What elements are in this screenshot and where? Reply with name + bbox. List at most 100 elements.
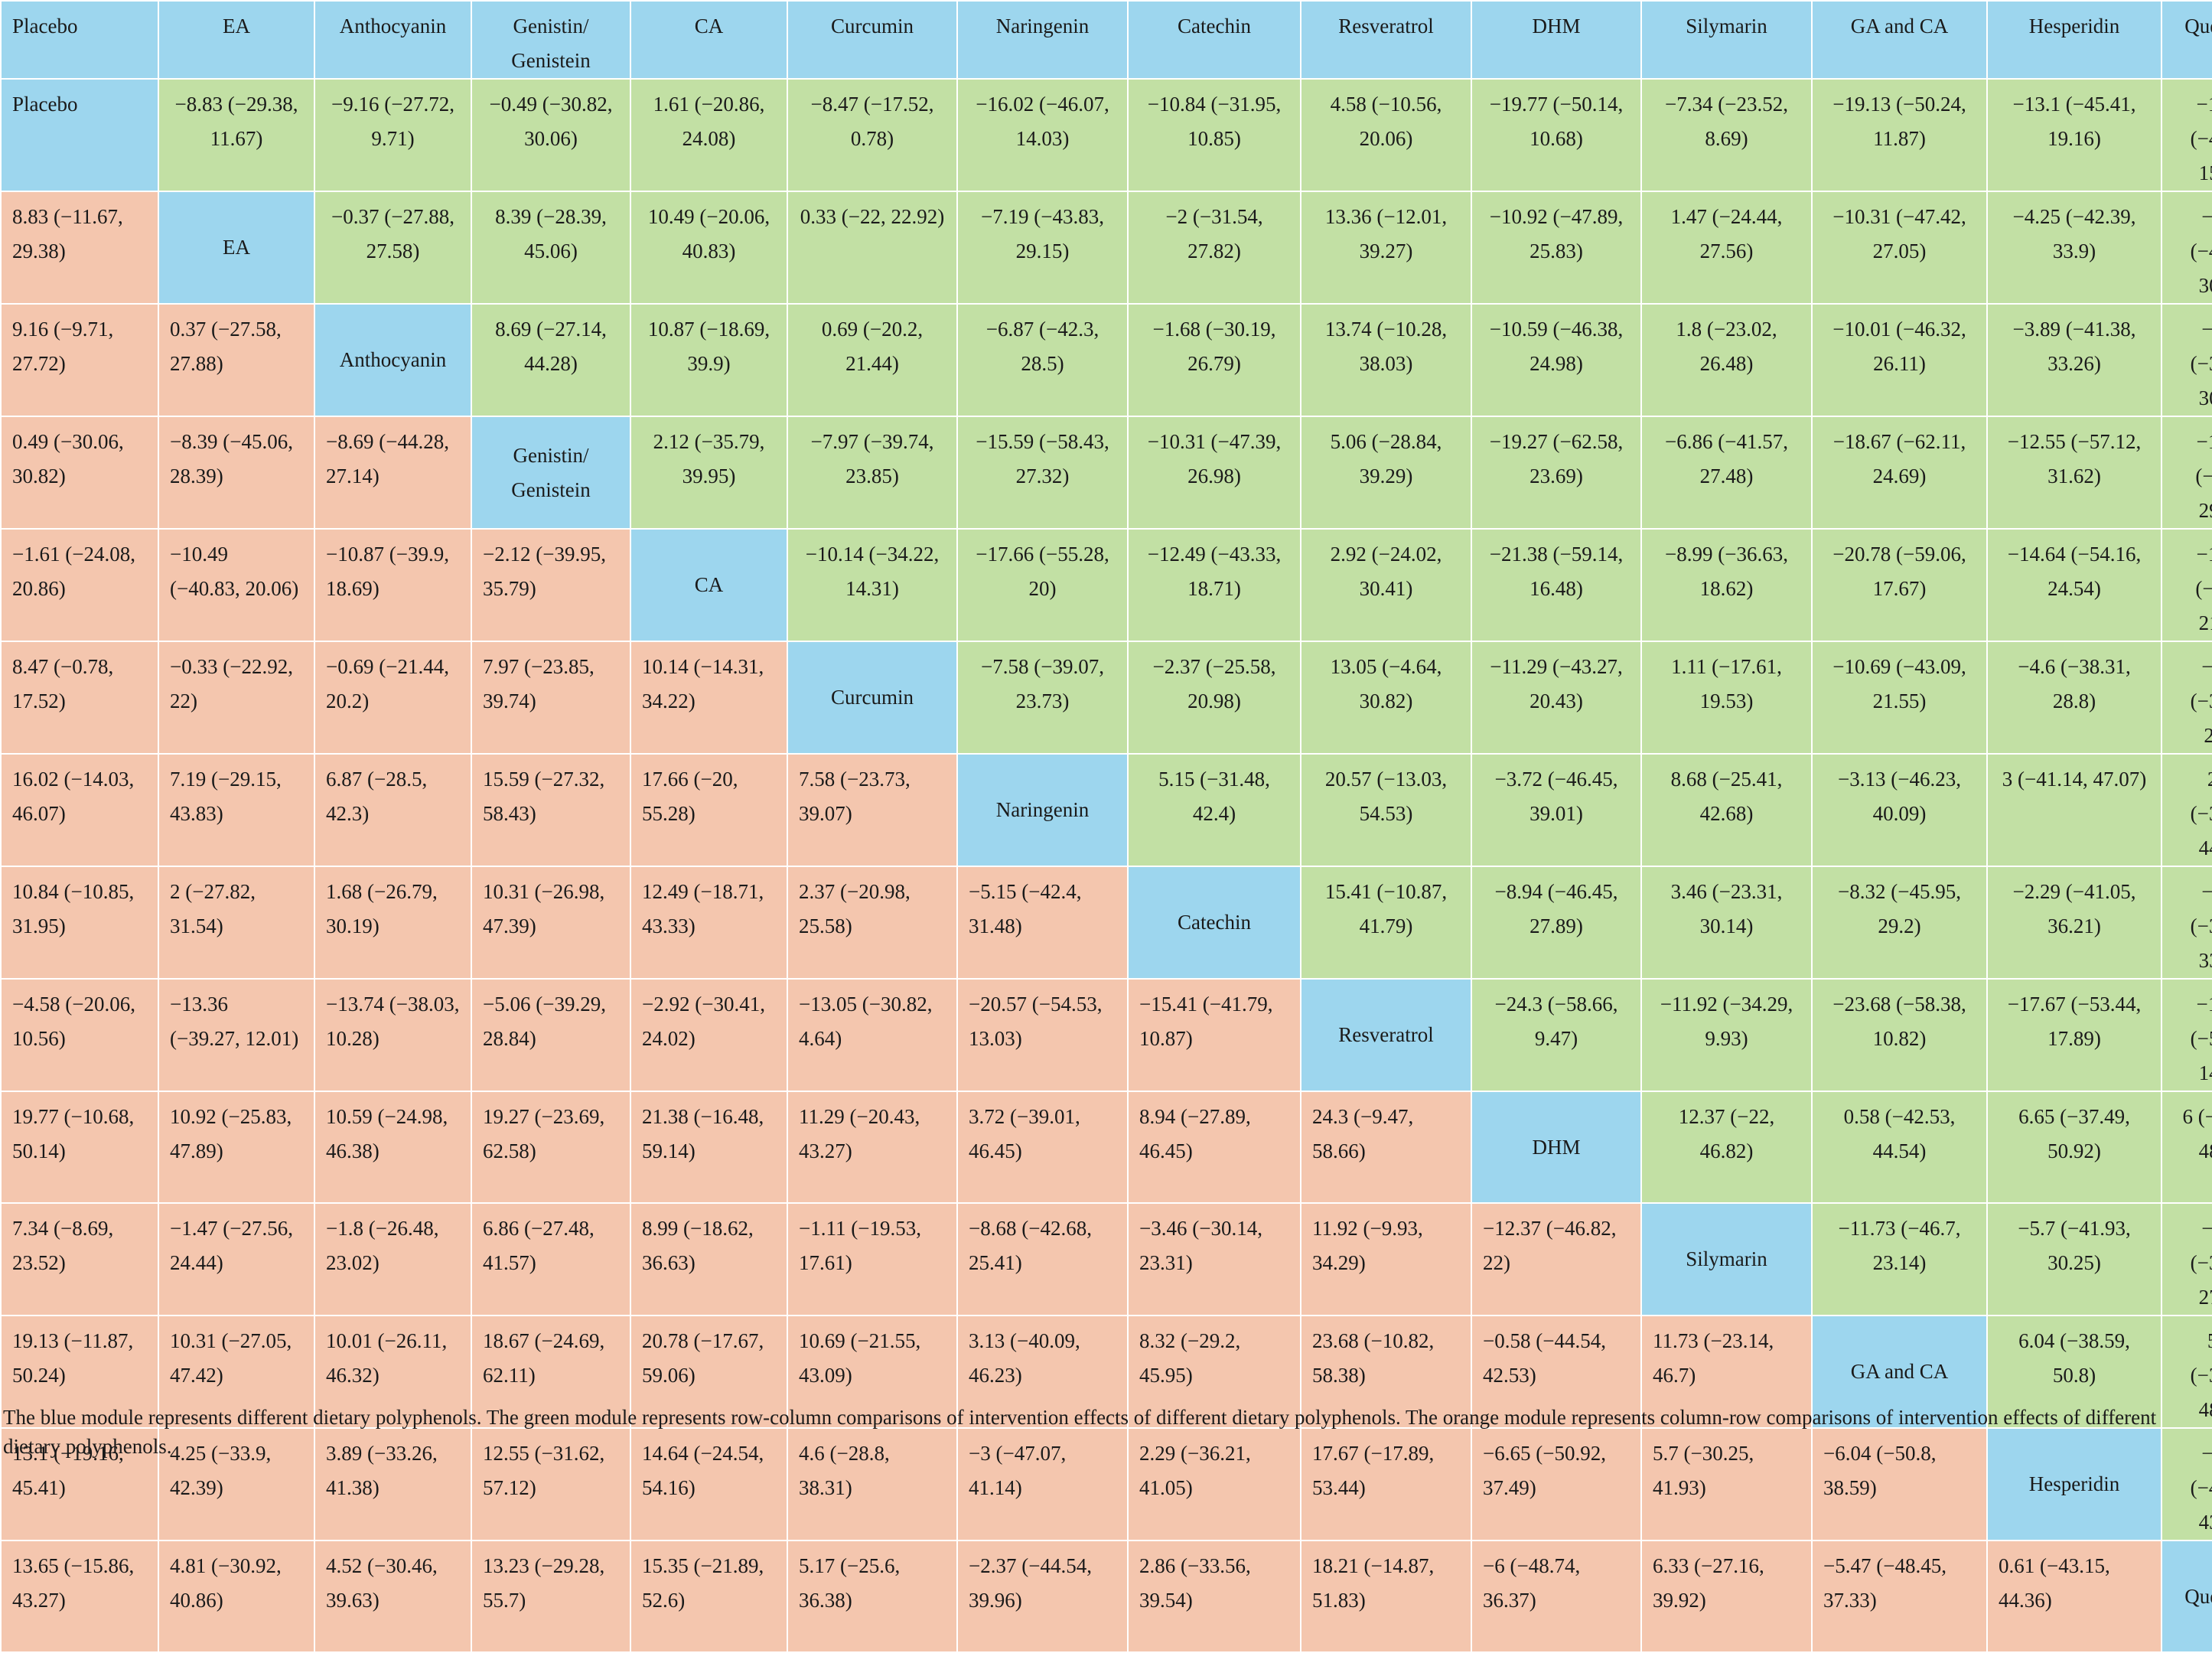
comparison-cell: −4.52 (−39.63, 30.46) bbox=[2161, 303, 2212, 417]
comparison-cell: −6.87 (−42.3, 28.5) bbox=[956, 303, 1129, 417]
column-header: GA and CA bbox=[1811, 0, 1988, 80]
comparison-cell: 10.69 (−21.55, 43.09) bbox=[787, 1315, 958, 1429]
comparison-cell: 12.49 (−18.71, 43.33) bbox=[630, 866, 788, 980]
comparison-cell: 12.37 (−22, 46.82) bbox=[1640, 1091, 1813, 1204]
comparison-cell: −15.59 (−58.43, 27.32) bbox=[956, 416, 1129, 530]
table-row: 19.77 (−10.68, 50.14) 10.92 (−25.83, 47.8… bbox=[0, 1091, 2212, 1204]
comparison-cell: 20.78 (−17.67, 59.06) bbox=[630, 1315, 788, 1429]
comparison-cell: −3.89 (−41.38, 33.26) bbox=[1986, 303, 2162, 417]
comparison-cell: 3.46 (−23.31, 30.14) bbox=[1640, 866, 1813, 980]
column-header: DHM bbox=[1471, 0, 1642, 80]
comparison-cell: 3 (−41.14, 47.07) bbox=[1986, 753, 2162, 867]
comparison-cell: −0.58 (−44.54, 42.53) bbox=[1471, 1315, 1642, 1429]
comparison-cell: −4.25 (−42.39, 33.9) bbox=[1986, 191, 2162, 305]
diagonal-label: Hesperidin bbox=[1986, 1427, 2162, 1541]
column-header: Naringenin bbox=[956, 0, 1129, 80]
comparison-cell: 10.92 (−25.83, 47.89) bbox=[158, 1091, 315, 1204]
comparison-cell: 5.17 (−25.6, 36.38) bbox=[787, 1540, 958, 1653]
comparison-cell: −13.74 (−38.03, 10.28) bbox=[314, 978, 472, 1092]
comparison-cell: −6.33 (−39.92, 27.16) bbox=[2161, 1202, 2212, 1316]
comparison-cell: 19.77 (−10.68, 50.14) bbox=[0, 1091, 159, 1204]
comparison-cell: −6 (−48.74, 36.37) bbox=[1471, 1540, 1642, 1653]
comparison-cell: −12.49 (−43.33, 18.71) bbox=[1127, 528, 1301, 642]
comparison-cell: 2 (−27.82, 31.54) bbox=[158, 866, 315, 980]
comparison-cell: 2.37 (−20.98, 25.58) bbox=[787, 866, 958, 980]
comparison-cell: 10.87 (−18.69, 39.9) bbox=[630, 303, 788, 417]
table-row: 13.65 (−15.86, 43.27) 4.81 (−30.92, 40.86… bbox=[0, 1540, 2212, 1653]
comparison-cell: 13.23 (−29.28, 55.7) bbox=[471, 1540, 631, 1653]
comparison-cell: 17.67 (−17.89, 53.44) bbox=[1300, 1427, 1472, 1541]
comparison-cell: −5.15 (−42.4, 31.48) bbox=[956, 866, 1129, 980]
comparison-cell: −13.05 (−30.82, 4.64) bbox=[787, 978, 958, 1092]
comparison-cell: 2.92 (−24.02, 30.41) bbox=[1300, 528, 1472, 642]
comparison-cell: 12.55 (−31.62, 57.12) bbox=[471, 1427, 631, 1541]
comparison-cell: −8.47 (−17.52, 0.78) bbox=[787, 78, 958, 192]
comparison-cell: −8.39 (−45.06, 28.39) bbox=[158, 416, 315, 530]
comparison-cell: −2.29 (−41.05, 36.21) bbox=[1986, 866, 2162, 980]
comparison-cell: 19.13 (−11.87, 50.24) bbox=[0, 1315, 159, 1429]
table-row: −4.58 (−20.06, 10.56) −13.36 (−39.27, 12.… bbox=[0, 978, 2212, 1092]
comparison-cell: −13.1 (−45.41, 19.16) bbox=[1986, 78, 2162, 192]
comparison-cell: 1.61 (−20.86, 24.08) bbox=[630, 78, 788, 192]
table-row: Placebo −8.83 (−29.38, 11.67) −9.16 (−27.7… bbox=[0, 78, 2212, 192]
comparison-cell: −3.72 (−46.45, 39.01) bbox=[1471, 753, 1642, 867]
comparison-cell: −1.8 (−26.48, 23.02) bbox=[314, 1202, 472, 1316]
comparison-cell: −8.83 (−29.38, 11.67) bbox=[158, 78, 315, 192]
column-header: Quercetin bbox=[2161, 0, 2212, 80]
table-row: 8.83 (−11.67, 29.38) EA −0.37 (−27.88, 27.… bbox=[0, 191, 2212, 305]
comparison-cell: 6.33 (−27.16, 39.92) bbox=[1640, 1540, 1813, 1653]
comparison-cell: −1.47 (−27.56, 24.44) bbox=[158, 1202, 315, 1316]
comparison-cell: 11.73 (−23.14, 46.7) bbox=[1640, 1315, 1813, 1429]
comparison-cell: −7.97 (−39.74, 23.85) bbox=[787, 416, 958, 530]
diagonal-label: DHM bbox=[1471, 1091, 1642, 1204]
comparison-cell: 3.89 (−33.26, 41.38) bbox=[314, 1427, 472, 1541]
comparison-cell: 13.1 (−19.16, 45.41) bbox=[0, 1427, 159, 1541]
comparison-cell: −16.02 (−46.07, 14.03) bbox=[956, 78, 1129, 192]
comparison-cell: −0.49 (−30.82, 30.06) bbox=[471, 78, 631, 192]
comparison-cell: 15.59 (−27.32, 58.43) bbox=[471, 753, 631, 867]
comparison-cell: 8.32 (−29.2, 45.95) bbox=[1127, 1315, 1301, 1429]
comparison-cell: 8.83 (−11.67, 29.38) bbox=[0, 191, 159, 305]
comparison-cell: −5.17 (−36.38, 25.6) bbox=[2161, 641, 2212, 755]
comparison-cell: 20.57 (−13.03, 54.53) bbox=[1300, 753, 1472, 867]
diagonal-label: Naringenin bbox=[956, 753, 1129, 867]
comparison-cell: 10.14 (−14.31, 34.22) bbox=[630, 641, 788, 755]
comparison-cell: −19.13 (−50.24, 11.87) bbox=[1811, 78, 1988, 192]
comparison-cell: −10.92 (−47.89, 25.83) bbox=[1471, 191, 1642, 305]
comparison-cell: 0.58 (−42.53, 44.54) bbox=[1811, 1091, 1988, 1204]
comparison-cell: 4.52 (−30.46, 39.63) bbox=[314, 1540, 472, 1653]
comparison-cell: 8.69 (−27.14, 44.28) bbox=[471, 303, 631, 417]
table-footnote: The blue module represents different die… bbox=[3, 1406, 2157, 1458]
comparison-cell: −5.7 (−41.93, 30.25) bbox=[1986, 1202, 2162, 1316]
comparison-cell: 13.65 (−15.86, 43.27) bbox=[0, 1540, 159, 1653]
comparison-cell: 9.16 (−9.71, 27.72) bbox=[0, 303, 159, 417]
comparison-cell: −12.37 (−46.82, 22) bbox=[1471, 1202, 1642, 1316]
table-row: 19.13 (−11.87, 50.24) 10.31 (−27.05, 47.4… bbox=[0, 1315, 2212, 1429]
comparison-cell: 6.87 (−28.5, 42.3) bbox=[314, 753, 472, 867]
comparison-cell: −9.16 (−27.72, 9.71) bbox=[314, 78, 472, 192]
comparison-cell: −15.35 (−52.6, 21.89) bbox=[2161, 528, 2212, 642]
table-row: 0.49 (−30.06, 30.82) −8.39 (−45.06, 28.39… bbox=[0, 416, 2212, 530]
diagonal-label: Catechin bbox=[1127, 866, 1301, 980]
comparison-cell: −6.86 (−41.57, 27.48) bbox=[1640, 416, 1813, 530]
comparison-cell: −0.61 (−44.36, 43.15) bbox=[2161, 1427, 2212, 1541]
comparison-cell: −12.55 (−57.12, 31.62) bbox=[1986, 416, 2162, 530]
comparison-cell: −17.66 (−55.28, 20) bbox=[956, 528, 1129, 642]
comparison-cell: 11.92 (−9.93, 34.29) bbox=[1300, 1202, 1472, 1316]
comparison-cell: −2.86 (−39.54, 33.56) bbox=[2161, 866, 2212, 980]
diagonal-label: GA and CA bbox=[1811, 1315, 1988, 1429]
comparison-cell: −13.23 (−55.7, 29.28) bbox=[2161, 416, 2212, 530]
comparison-cell: −7.34 (−23.52, 8.69) bbox=[1640, 78, 1813, 192]
comparison-cell: −10.84 (−31.95, 10.85) bbox=[1127, 78, 1301, 192]
comparison-cell: −3.46 (−30.14, 23.31) bbox=[1127, 1202, 1301, 1316]
comparison-cell: 7.97 (−23.85, 39.74) bbox=[471, 641, 631, 755]
comparison-cell: 11.29 (−20.43, 43.27) bbox=[787, 1091, 958, 1204]
comparison-cell: 18.67 (−24.69, 62.11) bbox=[471, 1315, 631, 1429]
comparison-cell: 14.64 (−24.54, 54.16) bbox=[630, 1427, 788, 1541]
comparison-cell: 0.49 (−30.06, 30.82) bbox=[0, 416, 159, 530]
comparison-cell: −1.11 (−19.53, 17.61) bbox=[787, 1202, 958, 1316]
comparison-cell: −19.77 (−50.14, 10.68) bbox=[1471, 78, 1642, 192]
comparison-cell: −4.81 (−40.86, 30.92) bbox=[2161, 191, 2212, 305]
comparison-cell: 3.13 (−40.09, 46.23) bbox=[956, 1315, 1129, 1429]
comparison-cell: −2.37 (−25.58, 20.98) bbox=[1127, 641, 1301, 755]
